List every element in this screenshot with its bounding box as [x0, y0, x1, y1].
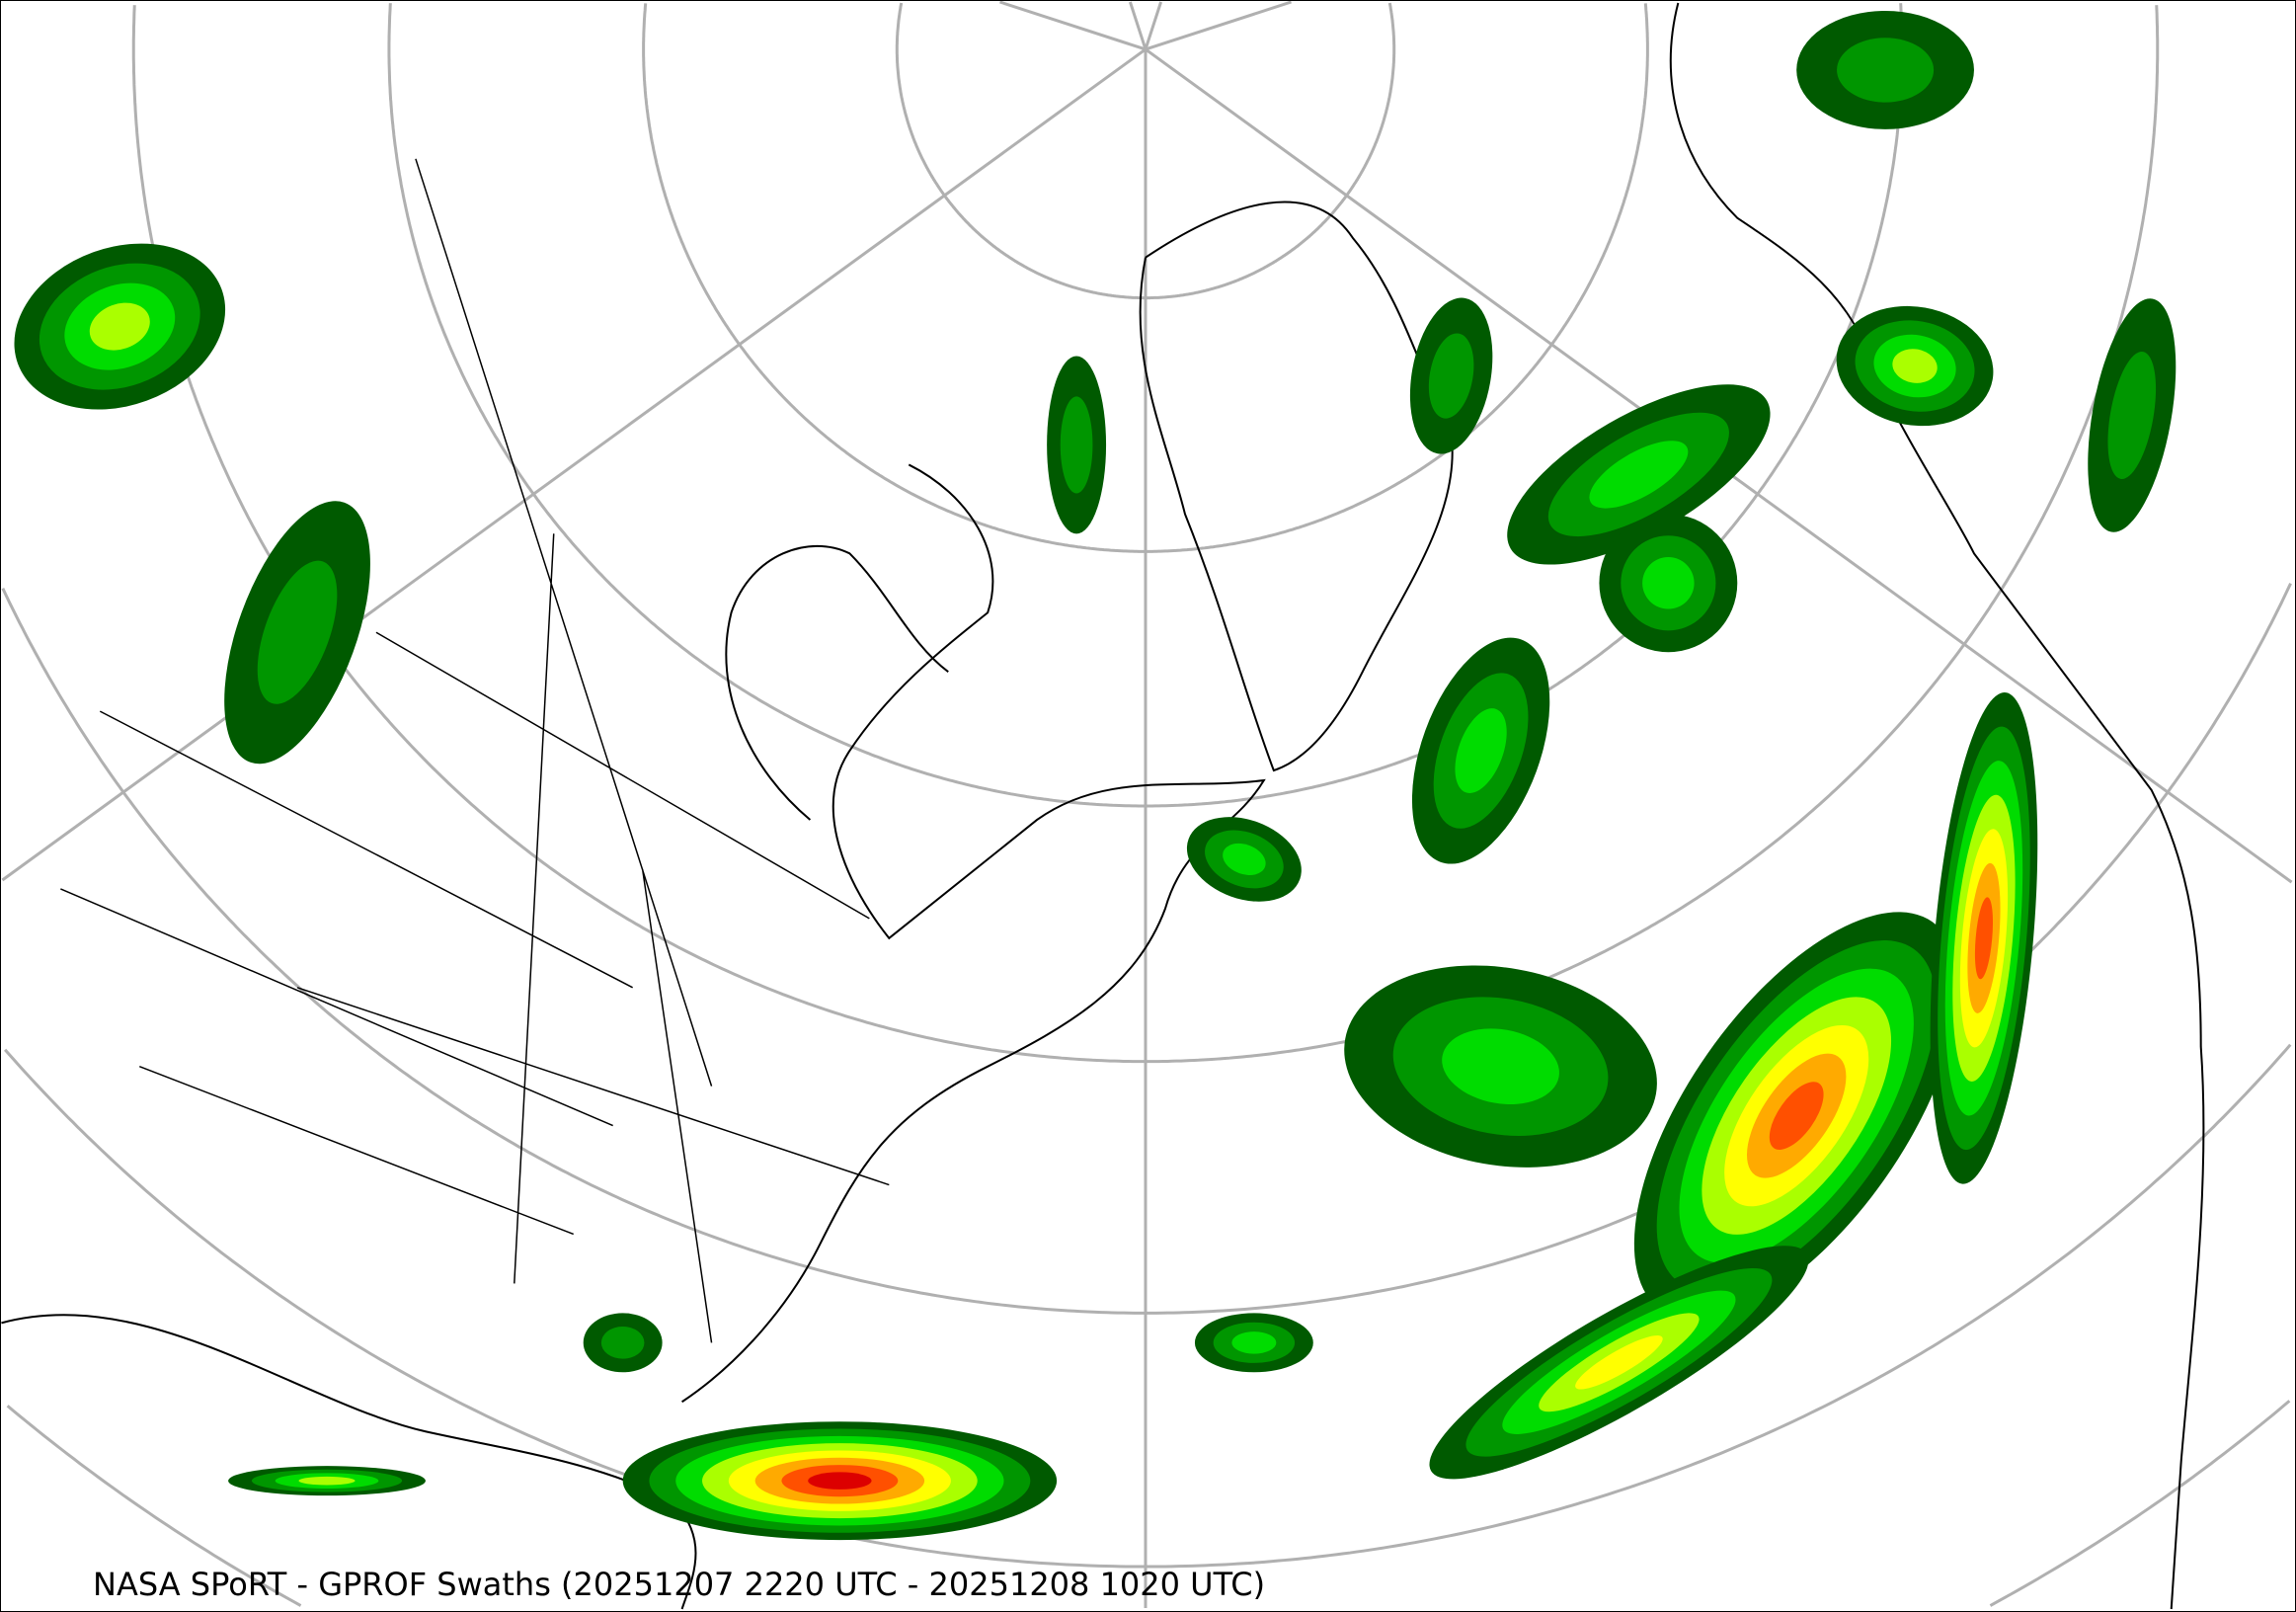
meridian-line — [1144, 1, 1163, 50]
hudson-bay-coast — [725, 544, 949, 821]
coastlines-borders — [1, 2, 2205, 1610]
precip-cell — [1223, 843, 1266, 875]
north-america-coast — [1, 463, 1266, 1610]
latitude-circle — [6, 1400, 2291, 1607]
greenland-coast — [1139, 201, 1454, 772]
precip-cell — [1892, 349, 1938, 383]
precip-cell — [2107, 351, 2157, 479]
map-title: NASA SPoRT - GPROF Swaths (20251207 2220… — [93, 1566, 1266, 1603]
precipitation-swaths — [14, 10, 2177, 1541]
latitude-circle — [642, 3, 1649, 553]
precip-cell — [298, 1476, 356, 1486]
meridian-line — [1128, 1, 1148, 50]
precip-cell — [1589, 441, 1689, 509]
precip-cell — [1455, 708, 1507, 793]
precip-cell — [1231, 1331, 1277, 1354]
europe-coast — [1669, 2, 2205, 1610]
precip-cell — [1642, 557, 1695, 609]
latitude-circle — [895, 2, 1396, 300]
precip-cell — [1974, 897, 1994, 980]
latitude-circle — [131, 5, 2160, 1064]
precip-cell — [600, 1326, 645, 1359]
latitude-circle — [3, 1043, 2292, 1569]
precip-cell — [257, 560, 338, 704]
meridian-line — [1145, 1, 1292, 51]
precip-cell — [1769, 1082, 1824, 1150]
meridian-line — [1, 47, 1147, 882]
precip-cell — [1428, 333, 1474, 419]
precip-cell — [1060, 396, 1093, 494]
state-borders — [60, 158, 890, 1343]
precip-cell — [808, 1472, 872, 1490]
precip-cell — [89, 302, 150, 351]
precip-cell — [1442, 1028, 1559, 1105]
precip-cell — [1837, 38, 1935, 103]
meridian-line — [999, 1, 1147, 51]
precip-cell — [1575, 1335, 1663, 1390]
